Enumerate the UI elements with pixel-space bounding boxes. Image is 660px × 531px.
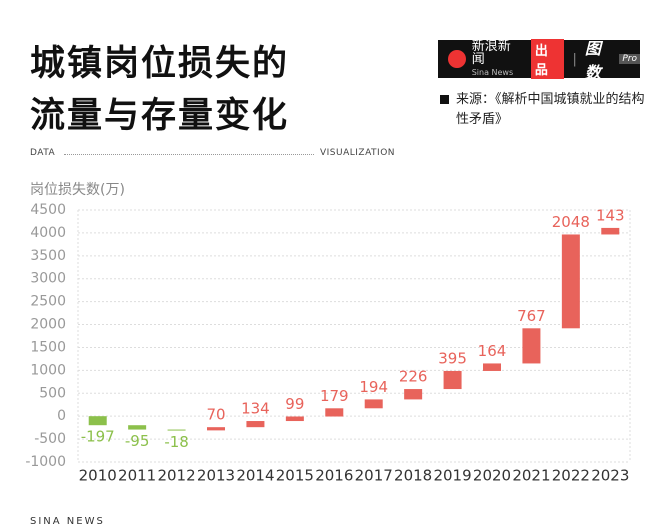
bar	[285, 416, 304, 422]
x-tick-label: 2012	[157, 467, 195, 485]
x-tick-label: 2010	[79, 467, 117, 485]
x-tick-label: 2015	[276, 467, 314, 485]
data-label: 99	[285, 395, 304, 413]
produced: 出品	[530, 39, 565, 79]
x-tick-label: 2011	[118, 467, 156, 485]
y-tick-label: 3500	[30, 248, 66, 264]
x-tick-label: 2020	[473, 467, 511, 485]
bar	[325, 408, 344, 417]
data-label: 226	[399, 368, 428, 386]
x-tick-label: 2017	[355, 467, 393, 485]
data-label: 143	[596, 206, 625, 224]
data-label: 2048	[552, 213, 590, 231]
data-label: -95	[125, 432, 150, 450]
dotted-rule	[64, 154, 314, 155]
x-tick-label: 2019	[433, 467, 471, 485]
bar	[601, 227, 620, 235]
bar	[522, 328, 541, 364]
bar	[88, 416, 107, 426]
source: 来源：《解析中国城镇就业的结构性矛盾》	[440, 90, 656, 130]
separator: |	[572, 51, 577, 67]
data-label: 164	[478, 342, 507, 360]
y-tick-label: 0	[57, 408, 66, 424]
y-axis-label: 岗位损失数(万)	[30, 182, 125, 198]
sina-icon	[448, 50, 466, 68]
bar	[128, 425, 147, 430]
y-tick-label: 2500	[30, 294, 66, 310]
logo-tag: Pro	[619, 54, 640, 64]
y-tick-label: 2000	[30, 317, 66, 333]
bar	[364, 399, 383, 409]
y-tick-label: 1500	[30, 339, 66, 355]
x-tick-label: 2021	[512, 467, 550, 485]
bar	[167, 429, 186, 431]
bar	[483, 363, 501, 371]
data-label: -18	[164, 433, 189, 451]
x-tick-label: 2018	[394, 467, 432, 485]
y-tick-label: 4500	[30, 202, 66, 218]
x-tick-label: 2016	[315, 467, 353, 485]
footer: SINA NEWS	[30, 516, 105, 527]
y-tick-label: -500	[34, 431, 66, 447]
x-tick-label: 2013	[197, 467, 235, 485]
data-label: 70	[206, 406, 225, 424]
bar	[561, 234, 580, 329]
data-label: -197	[81, 428, 115, 446]
x-tick-label: 2023	[591, 467, 629, 485]
data-label: 194	[359, 378, 388, 396]
brand-box: 新浪新闻 Sina News 出品 | 图数 Pro	[438, 39, 640, 82]
logo: 图数	[584, 39, 601, 82]
right-tag: VISUALIZATION	[320, 148, 396, 158]
y-tick-label: 500	[39, 385, 66, 401]
bar	[404, 389, 423, 400]
y-tick-label: 1000	[30, 362, 66, 378]
brand: 新浪新闻 Sina News	[472, 40, 523, 79]
data-label: 767	[517, 307, 546, 325]
bar	[207, 427, 225, 431]
data-label: 134	[241, 400, 270, 418]
y-tick-label: 3000	[30, 271, 66, 287]
y-tick-label: -1000	[25, 454, 66, 470]
data-label: 179	[320, 387, 349, 405]
data-label: 395	[438, 349, 467, 367]
bar	[443, 370, 462, 390]
brand-en: Sina News	[471, 67, 514, 77]
x-tick-label: 2014	[236, 467, 274, 485]
x-tick-label: 2022	[552, 467, 590, 485]
y-tick-label: 4000	[30, 225, 66, 241]
title: 城镇岗位损失的流量与存量变化	[30, 44, 290, 136]
left-tag: DATA	[30, 148, 56, 158]
bar	[246, 421, 265, 428]
brand-name: 新浪新闻	[471, 38, 511, 67]
